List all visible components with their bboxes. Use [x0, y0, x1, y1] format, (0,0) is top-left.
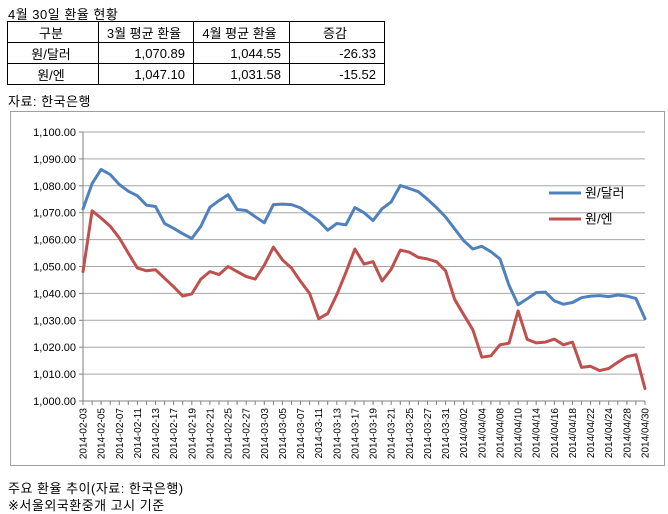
x-tick-label: 2014-03-19 — [369, 408, 380, 460]
x-tick-label: 2014-02-07 — [115, 408, 126, 460]
x-tick-label: 2014/04/30 — [641, 408, 652, 458]
x-tick-label: 2014-03-27 — [423, 408, 434, 460]
x-tick-label: 2014-02-21 — [205, 408, 216, 460]
x-tick-label: 2014/04/08 — [496, 408, 507, 458]
y-tick-label: 1,050.00 — [33, 262, 76, 274]
x-tick-label: 2014/04/24 — [604, 408, 615, 458]
row-label-krw-jpy: 원/엔 — [7, 63, 99, 85]
col-header-march-avg: 3월 평균 환율 — [98, 21, 194, 43]
exchange-rate-chart: 1,000.00 1,010.00 1,020.00 1,030.00 1,040.00… — [33, 127, 652, 460]
chart-box: 1,000.00 1,010.00 1,020.00 1,030.00 1,040.00… — [10, 111, 665, 466]
gridlines — [79, 131, 645, 402]
chart-footnote: ※서울외국환중개 고시 기준 — [8, 498, 165, 513]
x-tick-label: 2014-03-25 — [405, 408, 416, 460]
x-tick-label: 2014-03-31 — [441, 408, 452, 460]
x-tick-label: 2014-02-19 — [187, 408, 198, 460]
series-line-krw-usd — [81, 167, 647, 321]
usd-april-avg: 1,044.55 — [193, 42, 290, 64]
summary-table: 구분 3월 평균 환율 4월 평균 환율 증감 원/달러 1,070.89 1,… — [7, 21, 385, 85]
col-header-category: 구분 — [7, 21, 99, 43]
table-header-row: 구분 3월 평균 환율 4월 평균 환율 증감 — [7, 21, 385, 43]
x-tick-label: 2014-02-03 — [79, 408, 90, 460]
x-tick-label: 2014/04/18 — [568, 408, 579, 458]
y-tick-label: 1,080.00 — [33, 181, 76, 193]
x-tick-label: 2014-03-03 — [260, 408, 271, 460]
y-tick-label: 1,070.00 — [33, 208, 76, 220]
x-tick-label: 2014-03-13 — [332, 408, 343, 460]
chart-caption: 주요 환율 추이(자료: 한국은행) — [8, 481, 184, 496]
x-tick-label: 2014-02-05 — [97, 408, 108, 460]
y-tick-label: 1,100.00 — [33, 127, 76, 139]
jpy-change: -15.52 — [289, 63, 385, 85]
x-axis-labels: 2014-02-03 2014-02-05 2014-02-07 2014-02-11… — [79, 408, 652, 460]
jpy-march-avg: 1,047.10 — [98, 63, 194, 85]
x-tick-label: 2014-03-05 — [278, 408, 289, 460]
x-tick-label: 2014-02-13 — [151, 408, 162, 460]
x-tick-label: 2014/04/22 — [586, 408, 597, 458]
y-tick-label: 1,040.00 — [33, 288, 76, 300]
row-label-krw-usd: 원/달러 — [7, 42, 99, 64]
jpy-april-avg: 1,031.58 — [193, 63, 290, 85]
y-tick-label: 1,090.00 — [33, 154, 76, 166]
legend-label: 원/엔 — [585, 212, 613, 227]
x-axis-ticks — [82, 401, 646, 405]
x-tick-label: 2014/04/02 — [459, 408, 470, 458]
x-tick-label: 2014/04/16 — [550, 408, 561, 458]
usd-change: -26.33 — [289, 42, 385, 64]
legend-label: 원/달러 — [585, 186, 625, 201]
legend: 원/달러원/엔 — [549, 186, 625, 227]
y-tick-label: 1,020.00 — [33, 342, 76, 354]
y-axis-labels: 1,000.00 1,010.00 1,020.00 1,030.00 1,040.00… — [33, 127, 76, 408]
x-tick-label: 2014/04/28 — [622, 408, 633, 458]
series-line-krw-jpy — [81, 209, 647, 391]
y-tick-label: 1,060.00 — [33, 235, 76, 247]
x-tick-label: 2014-02-27 — [242, 408, 253, 460]
x-tick-label: 2014/04/10 — [514, 408, 525, 458]
x-tick-label: 2014-03-21 — [387, 408, 398, 460]
x-tick-label: 2014-02-25 — [224, 408, 235, 460]
x-tick-label: 2014-03-17 — [350, 408, 361, 460]
usd-march-avg: 1,070.89 — [98, 42, 194, 64]
y-tick-label: 1,030.00 — [33, 315, 76, 327]
col-header-april-avg: 4월 평균 환율 — [193, 21, 290, 43]
y-tick-label: 1,010.00 — [33, 369, 76, 381]
table-source-note: 자료: 한국은행 — [8, 94, 91, 109]
x-tick-label: 2014/04/04 — [477, 408, 488, 458]
table-row-jpy: 원/엔 1,047.10 1,031.58 -15.52 — [7, 63, 385, 85]
page-title: 4월 30일 환율 현황 — [8, 7, 119, 22]
x-tick-label: 2014-02-17 — [169, 408, 180, 460]
x-tick-label: 2014-03-11 — [314, 408, 325, 459]
series-lines — [81, 167, 647, 391]
x-tick-label: 2014/04/14 — [532, 408, 543, 458]
x-tick-label: 2014-03-07 — [296, 408, 307, 460]
col-header-change: 증감 — [289, 21, 385, 43]
y-tick-label: 1,000.00 — [33, 396, 76, 408]
x-tick-label: 2014-02-11 — [133, 408, 144, 459]
table-row-usd: 원/달러 1,070.89 1,044.55 -26.33 — [7, 42, 385, 64]
